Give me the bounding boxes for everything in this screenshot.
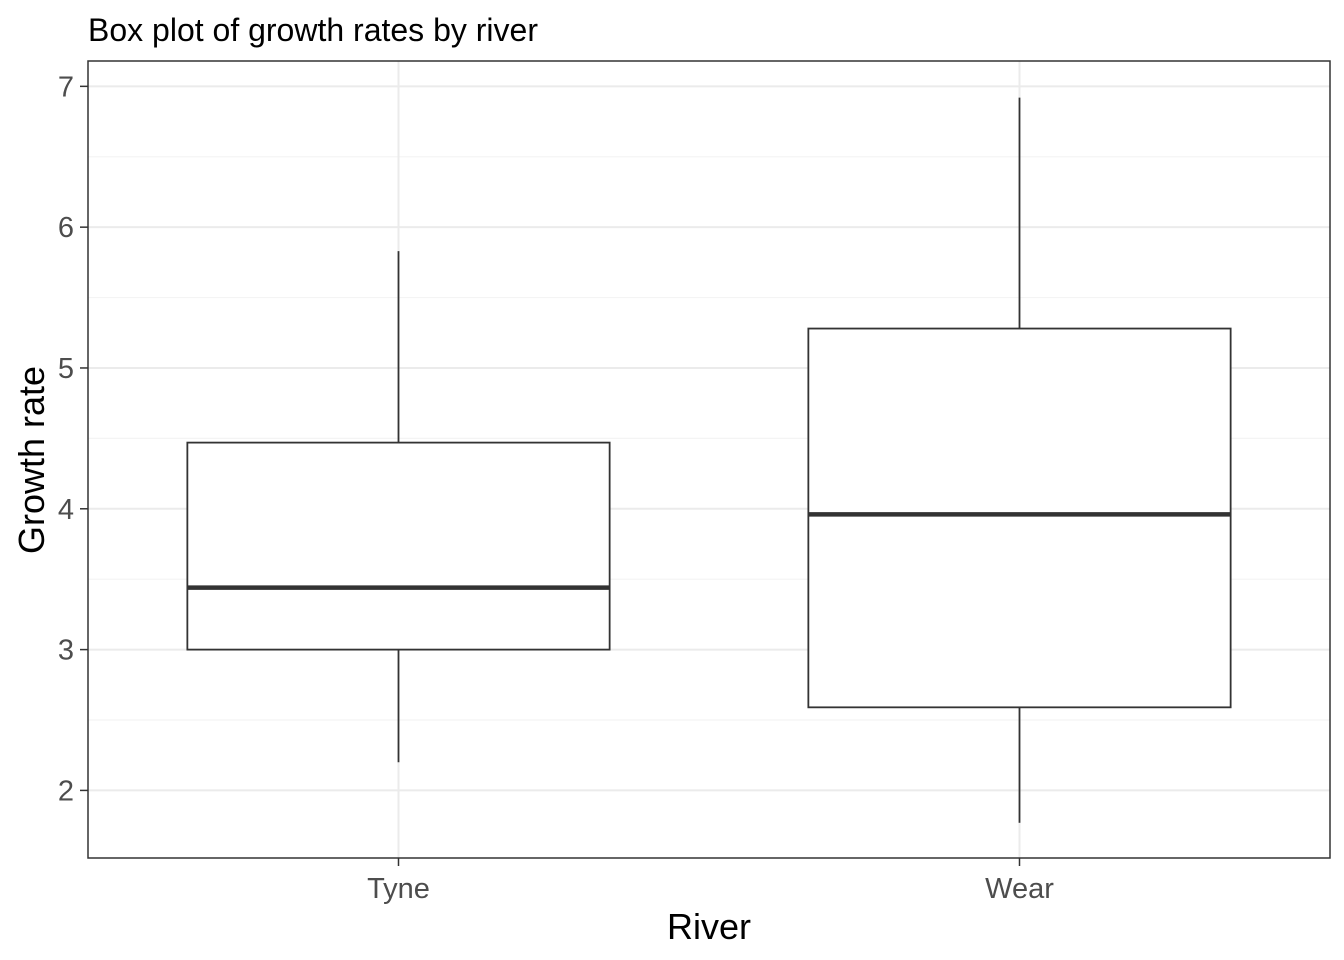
box-plot-series bbox=[186, 97, 1232, 823]
chart-title: Box plot of growth rates by river bbox=[88, 12, 538, 48]
plot-panel-border bbox=[87, 60, 1331, 859]
y-tick-label-4: 4 bbox=[58, 494, 74, 526]
y-axis: 2 3 4 5 6 7 bbox=[58, 71, 88, 807]
x-tick-label-wear: Wear bbox=[985, 873, 1054, 905]
box-wear bbox=[807, 97, 1232, 823]
iqr-box-wear bbox=[807, 327, 1232, 709]
x-axis-title: River bbox=[667, 906, 751, 947]
y-tick-label-5: 5 bbox=[58, 353, 74, 385]
y-tick-label-6: 6 bbox=[58, 212, 74, 244]
x-tick-label-tyne: Tyne bbox=[367, 873, 430, 905]
x-axis: Tyne Wear bbox=[367, 858, 1054, 905]
box-tyne bbox=[186, 251, 611, 763]
y-axis-title: Growth rate bbox=[11, 366, 52, 554]
y-tick-label-3: 3 bbox=[58, 635, 74, 667]
y-tick-label-7: 7 bbox=[58, 71, 74, 103]
iqr-box-tyne bbox=[186, 441, 611, 651]
y-tick-label-2: 2 bbox=[58, 775, 74, 807]
